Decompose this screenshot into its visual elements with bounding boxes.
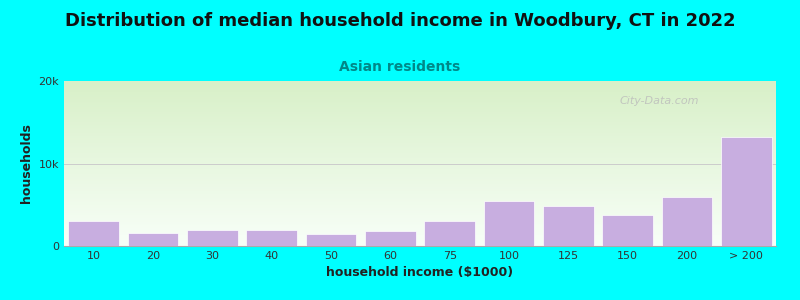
Bar bbox=[602, 215, 653, 246]
Bar bbox=[365, 231, 415, 246]
Bar bbox=[69, 221, 119, 246]
Y-axis label: households: households bbox=[20, 124, 33, 203]
Bar bbox=[425, 221, 475, 246]
Bar bbox=[128, 233, 178, 246]
Text: Asian residents: Asian residents bbox=[339, 60, 461, 74]
Bar bbox=[721, 137, 771, 246]
Bar bbox=[187, 230, 238, 246]
Text: City-Data.com: City-Data.com bbox=[619, 96, 699, 106]
X-axis label: household income ($1000): household income ($1000) bbox=[326, 266, 514, 279]
Bar bbox=[484, 201, 534, 246]
Bar bbox=[662, 196, 712, 246]
Bar bbox=[246, 230, 297, 246]
Bar bbox=[306, 234, 356, 246]
Bar bbox=[543, 206, 594, 246]
Text: Distribution of median household income in Woodbury, CT in 2022: Distribution of median household income … bbox=[65, 12, 735, 30]
